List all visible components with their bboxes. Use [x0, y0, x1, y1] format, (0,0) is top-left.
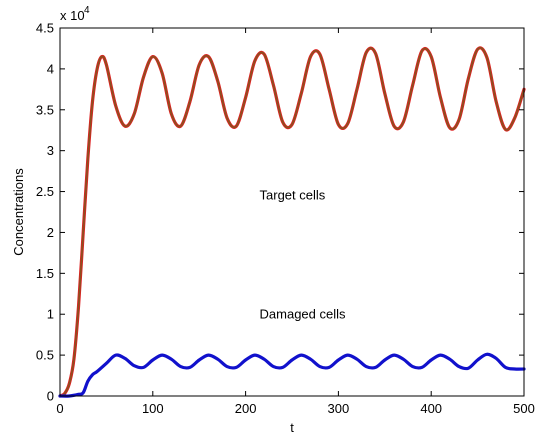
- y-axis-label: Concentrations: [11, 168, 26, 256]
- y-tick-label-4: 2: [47, 225, 54, 240]
- y-tick-label-0: 0: [47, 389, 54, 404]
- x-tick-label-4: 400: [420, 401, 442, 416]
- y-tick-label-9: 4.5: [36, 21, 54, 36]
- x-tick-label-5: 500: [513, 401, 535, 416]
- series-line-1: [58, 352, 526, 398]
- plot-area: [60, 28, 524, 396]
- series-layer: [58, 46, 526, 398]
- x-tick-label-0: 0: [56, 401, 63, 416]
- annotation-target-cells: Target cells: [260, 188, 326, 203]
- x-tick-label-3: 300: [328, 401, 350, 416]
- x-tick-label-2: 200: [235, 401, 257, 416]
- series-line-overlay-0: [59, 47, 525, 397]
- y-tick-label-1: 0.5: [36, 348, 54, 363]
- tick-layer: 0 100 200 300 400 500 0 0.5 1 1.5 2 2.5 3 3.5 4 4.5: [36, 21, 535, 417]
- y-multiplier-base: x 10: [60, 8, 85, 23]
- y-tick-label-6: 3: [47, 143, 54, 158]
- y-tick-label-5: 2.5: [36, 184, 54, 199]
- y-tick-label-8: 4: [47, 61, 54, 76]
- annotation-damaged-cells: Damaged cells: [260, 306, 346, 321]
- y-tick-label-3: 1.5: [36, 266, 54, 281]
- x-axis-label: t: [290, 420, 294, 435]
- y-tick-label-2: 1: [47, 307, 54, 322]
- y-multiplier-exponent: 4: [84, 5, 90, 16]
- y-tick-label-7: 3.5: [36, 102, 54, 117]
- x-tick-label-1: 100: [142, 401, 164, 416]
- plot-frame: [59, 27, 525, 397]
